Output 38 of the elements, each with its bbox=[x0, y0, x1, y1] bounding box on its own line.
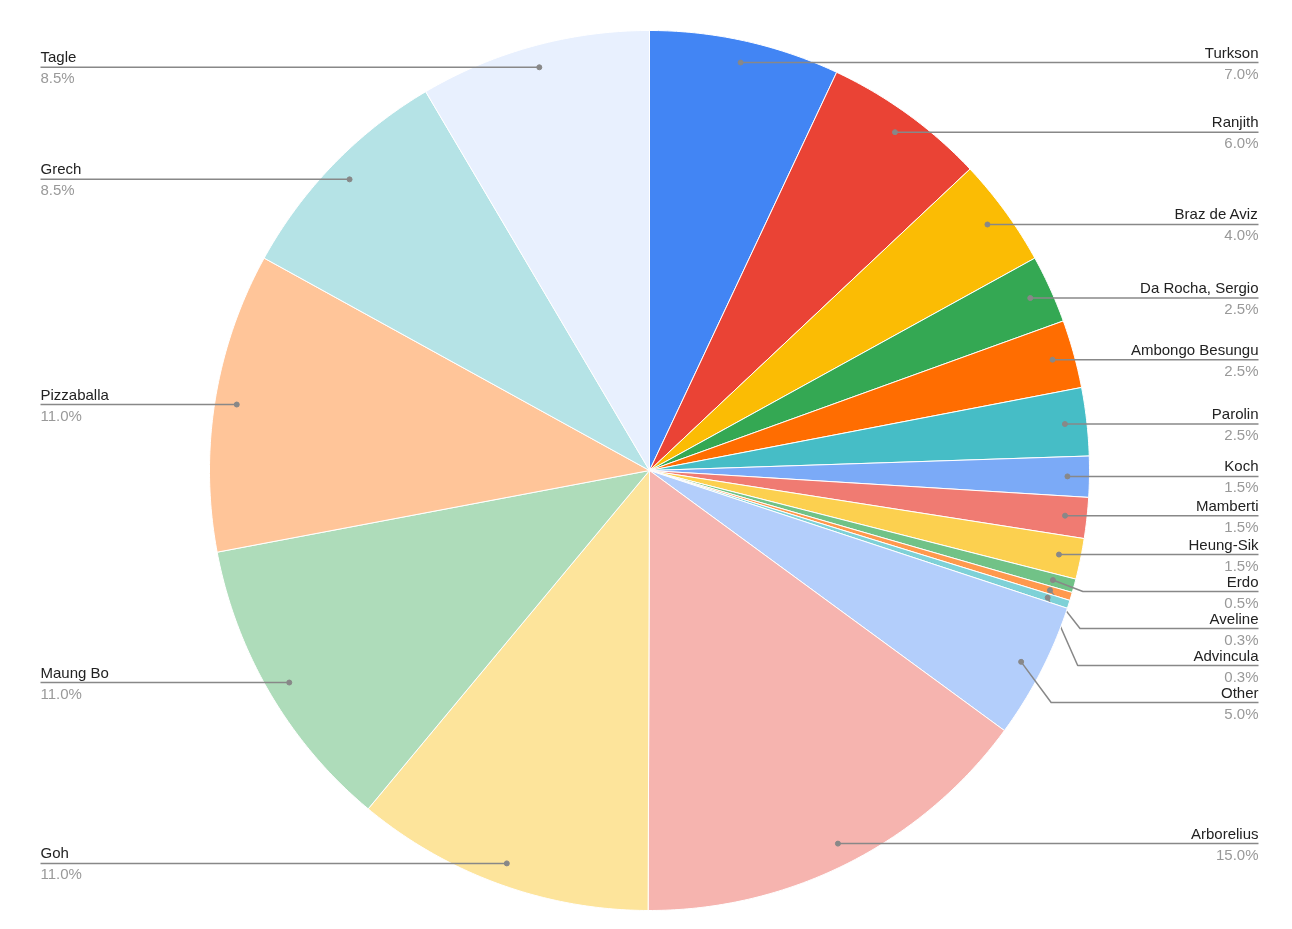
data-label: 1.5% bbox=[1224, 556, 1259, 574]
data-label: 8.5% bbox=[40, 69, 75, 87]
data-label: 11.0% bbox=[40, 865, 82, 883]
slice-label: Arborelius bbox=[1190, 824, 1259, 842]
slice-label: Da Rocha, Sergio bbox=[1140, 279, 1259, 297]
data-label: 4.0% bbox=[1224, 226, 1259, 244]
data-label: 6.0% bbox=[1224, 134, 1259, 152]
slice-label: Mamberti bbox=[1195, 496, 1259, 514]
slice-label: Pizzaballa bbox=[40, 385, 110, 403]
data-label: 0.5% bbox=[1224, 593, 1259, 611]
slice-label: Turkson bbox=[1204, 43, 1259, 61]
slice-label: Ranjith bbox=[1211, 113, 1259, 131]
data-label: 5.0% bbox=[1224, 704, 1259, 722]
slice-label: Braz de Aviz bbox=[1174, 205, 1258, 223]
data-label: 0.3% bbox=[1224, 630, 1259, 648]
slice-label: Grech bbox=[40, 160, 82, 178]
data-label: 8.5% bbox=[40, 181, 75, 199]
data-label: 7.0% bbox=[1224, 64, 1259, 82]
data-label: 11.0% bbox=[40, 684, 82, 702]
data-label: 1.5% bbox=[1224, 478, 1259, 496]
data-label: 2.5% bbox=[1224, 300, 1259, 318]
data-label: 11.0% bbox=[40, 406, 82, 424]
slice-label: Erdo bbox=[1226, 572, 1259, 590]
slice-label: Ambongo Besungu bbox=[1130, 340, 1259, 358]
slice-label: Tagle bbox=[40, 48, 77, 66]
data-label: 2.5% bbox=[1224, 426, 1259, 444]
slice-label: Aveline bbox=[1209, 609, 1259, 627]
data-label: 0.3% bbox=[1224, 667, 1259, 685]
slice-label: Maung Bo bbox=[40, 663, 109, 681]
data-label: 2.5% bbox=[1224, 361, 1259, 379]
slice-label: Goh bbox=[40, 844, 69, 862]
data-label: 1.5% bbox=[1224, 517, 1259, 535]
slice-label: Advincula bbox=[1193, 646, 1260, 664]
slice-label: Parolin bbox=[1211, 405, 1259, 423]
slice-label: Other bbox=[1220, 683, 1259, 701]
slice-label: Koch bbox=[1224, 457, 1259, 475]
slice-label: Heung-Sik bbox=[1188, 535, 1259, 553]
data-label: 15.0% bbox=[1215, 845, 1259, 863]
